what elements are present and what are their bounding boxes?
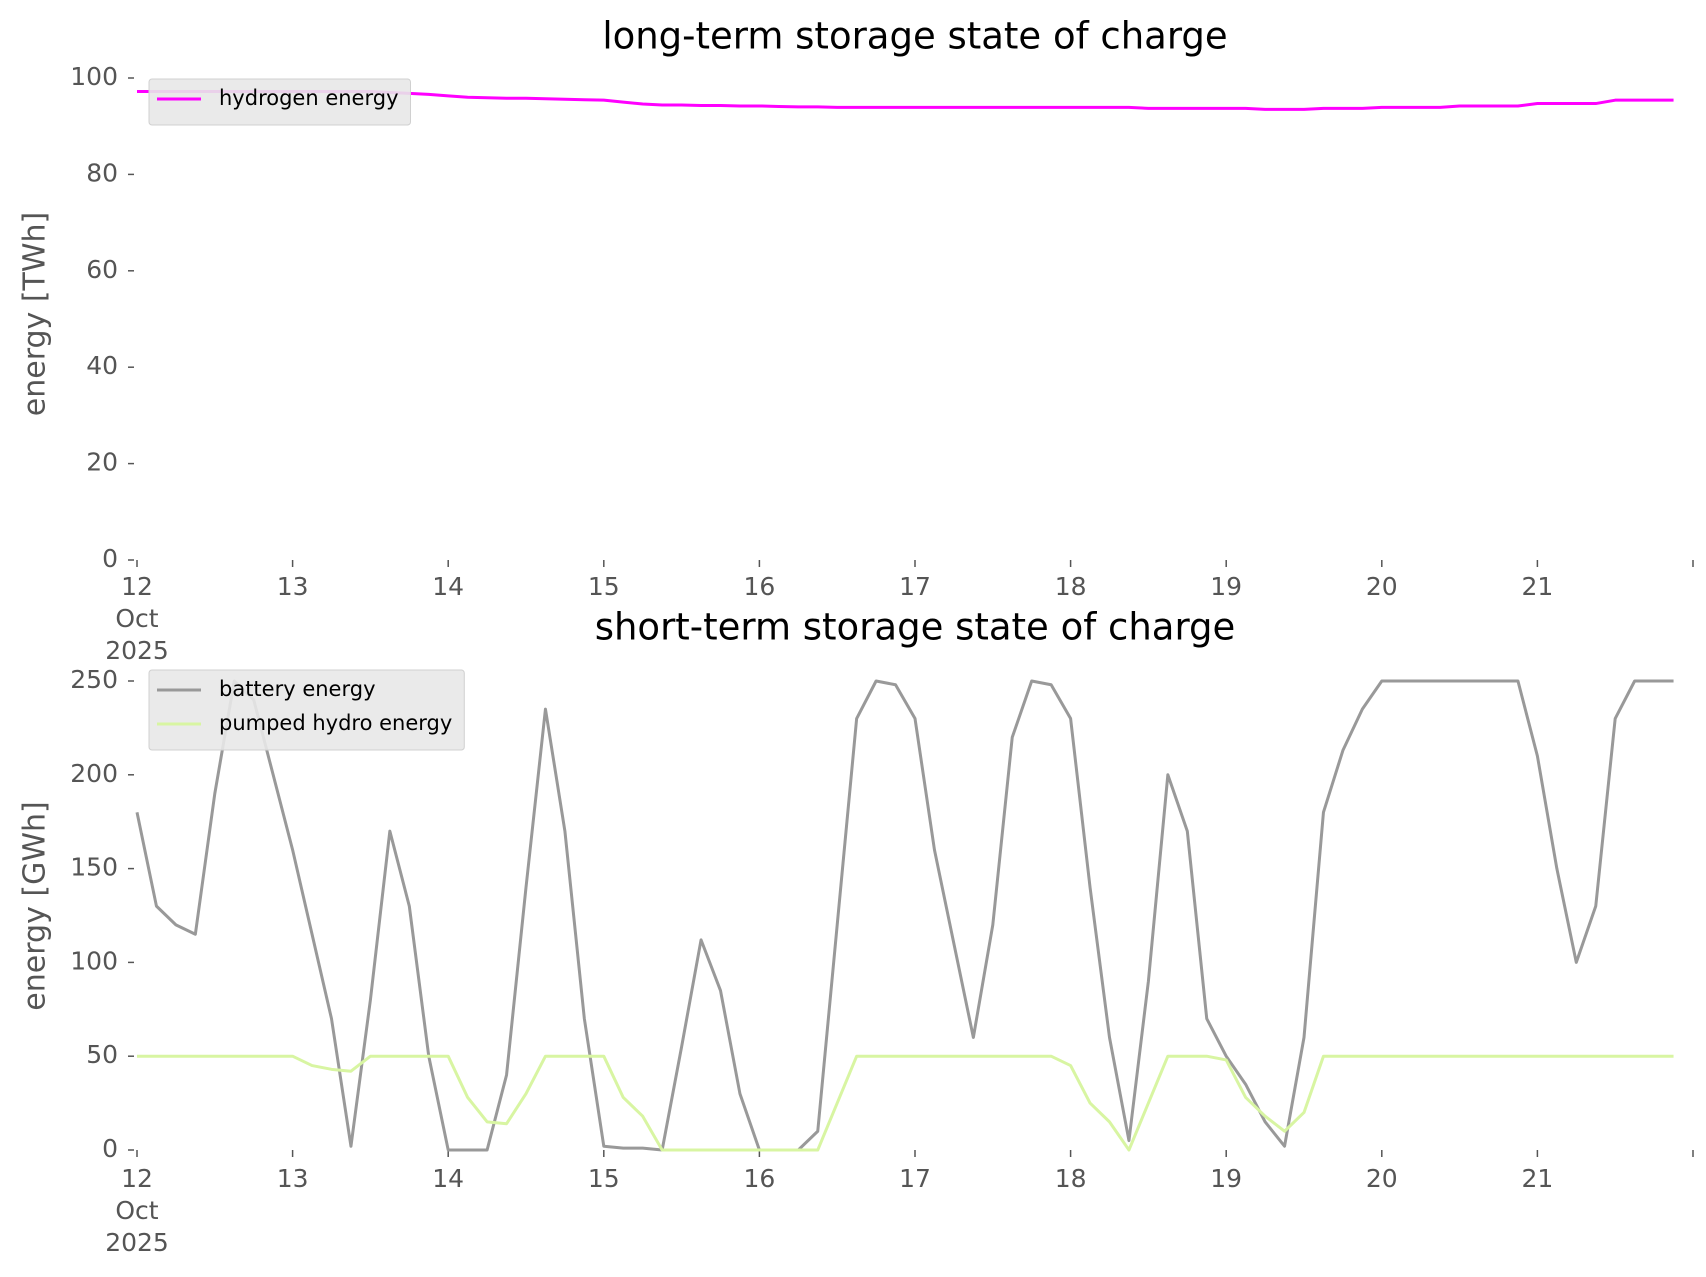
y-tick-label: 40	[86, 351, 118, 380]
chart-title: short-term storage state of charge	[595, 606, 1236, 649]
x-tick-label: 17	[899, 1164, 931, 1193]
x-tick-label: 14	[432, 1164, 464, 1193]
legend-box	[148, 669, 465, 751]
y-tick-label: 100	[70, 62, 118, 91]
y-tick-label: 100	[70, 946, 118, 975]
y-axis-label: energy [GWh]	[18, 801, 53, 1010]
legend-label: pumped hydro energy	[219, 711, 452, 735]
y-tick-label: 0	[102, 544, 118, 573]
y-tick-label: 80	[86, 158, 118, 187]
x-tick-label: 15	[588, 572, 620, 601]
x-tick-label: 12 Oct 2025	[105, 572, 169, 665]
y-tick-label: 250	[70, 665, 118, 694]
x-tick-label: 20	[1366, 572, 1398, 601]
x-tick-label: 17	[899, 572, 931, 601]
x-tick-label: 19	[1210, 1164, 1242, 1193]
x-tick-label: 18	[1055, 572, 1087, 601]
legend: hydrogen energy	[148, 78, 411, 126]
legend-box	[148, 78, 411, 126]
x-tick-label: 21	[1521, 572, 1553, 601]
series-line	[137, 1054, 1674, 1152]
x-tick-label: 15	[588, 1164, 620, 1193]
x-tick-label: 19	[1210, 572, 1242, 601]
y-tick-label: 50	[86, 1040, 118, 1069]
x-tick-label: 16	[743, 1164, 775, 1193]
x-tick-label: 20	[1366, 1164, 1398, 1193]
x-tick-label: 21	[1521, 1164, 1553, 1193]
y-axis-label: energy [TWh]	[18, 212, 53, 416]
legend-label: battery energy	[219, 677, 376, 701]
x-tick-label: 13	[277, 1164, 309, 1193]
legend: battery energy pumped hydro energy	[148, 669, 465, 751]
chart-title: long-term storage state of charge	[602, 15, 1227, 58]
x-tick-label: 12 Oct 2025	[105, 1164, 169, 1257]
y-tick-label: 200	[70, 759, 118, 788]
x-tick-label: 18	[1055, 1164, 1087, 1193]
y-tick-label: 60	[86, 255, 118, 284]
y-tick-label: 150	[70, 853, 118, 882]
x-tick-label: 13	[277, 572, 309, 601]
series-line	[135, 679, 1674, 1152]
x-tick-label: 16	[743, 572, 775, 601]
x-tick-label: 14	[432, 572, 464, 601]
y-tick-label: 0	[102, 1134, 118, 1163]
y-tick-label: 20	[86, 448, 118, 477]
legend-label: hydrogen energy	[219, 86, 399, 110]
